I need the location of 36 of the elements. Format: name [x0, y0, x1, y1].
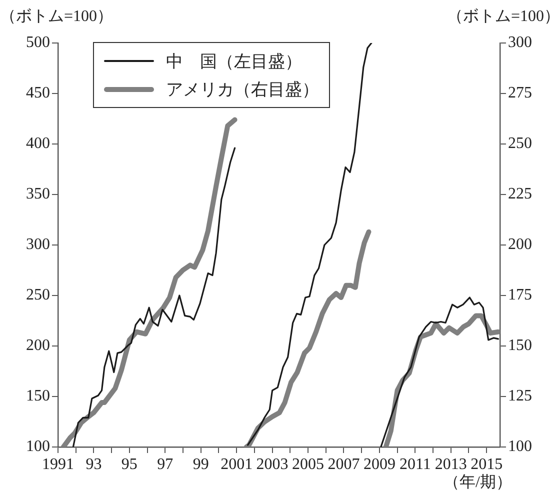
x-tick-label: 2015 [470, 456, 503, 473]
y2-tick-label: 275 [508, 84, 532, 102]
y2-tick-label: 175 [508, 286, 532, 304]
x-tick-label: 95 [121, 456, 138, 473]
y-tick-label: 300 [26, 236, 50, 254]
y2-tick-label: 300 [508, 34, 532, 52]
legend-label: アメリカ（右目盛） [166, 78, 319, 100]
y-tick-label: 100 [26, 438, 50, 456]
x-tick-label: 93 [86, 456, 102, 473]
y-tick-label: 200 [26, 337, 50, 354]
y2-axis-title: （ボトム=100） [446, 7, 560, 27]
y-tick-label: 350 [26, 186, 50, 203]
x-tick-label: 1991 [42, 456, 74, 473]
y-tick-label: 500 [26, 34, 50, 52]
y-tick-label: 150 [26, 388, 50, 405]
x-tick-label: 2007 [328, 456, 360, 473]
legend-label: 中 国（左目盛） [166, 50, 302, 72]
x-axis-title: （年/期） [444, 473, 512, 493]
x-tick-label: 2003 [256, 456, 288, 473]
y-tick-label: 250 [26, 286, 50, 304]
y2-tick-label: 250 [508, 135, 532, 152]
y2-tick-label: 200 [508, 236, 532, 254]
x-tick-label: 99 [192, 456, 209, 473]
y2-tick-label: 150 [508, 337, 532, 354]
x-tick-label: 2013 [434, 456, 467, 473]
y-axis-title: （ボトム=100） [0, 7, 114, 27]
x-tick-label: 2011 [399, 456, 431, 473]
y2-tick-label: 225 [508, 186, 532, 203]
x-tick-label: 2009 [363, 456, 396, 473]
x-tick-label: 97 [157, 456, 174, 473]
y2-tick-label: 125 [508, 388, 532, 405]
y2-tick-label: 100 [508, 438, 532, 456]
y-tick-label: 450 [26, 84, 50, 102]
x-tick-label: 2001 [220, 456, 253, 473]
y-tick-label: 400 [26, 135, 50, 152]
x-tick-label: 2005 [292, 456, 324, 473]
